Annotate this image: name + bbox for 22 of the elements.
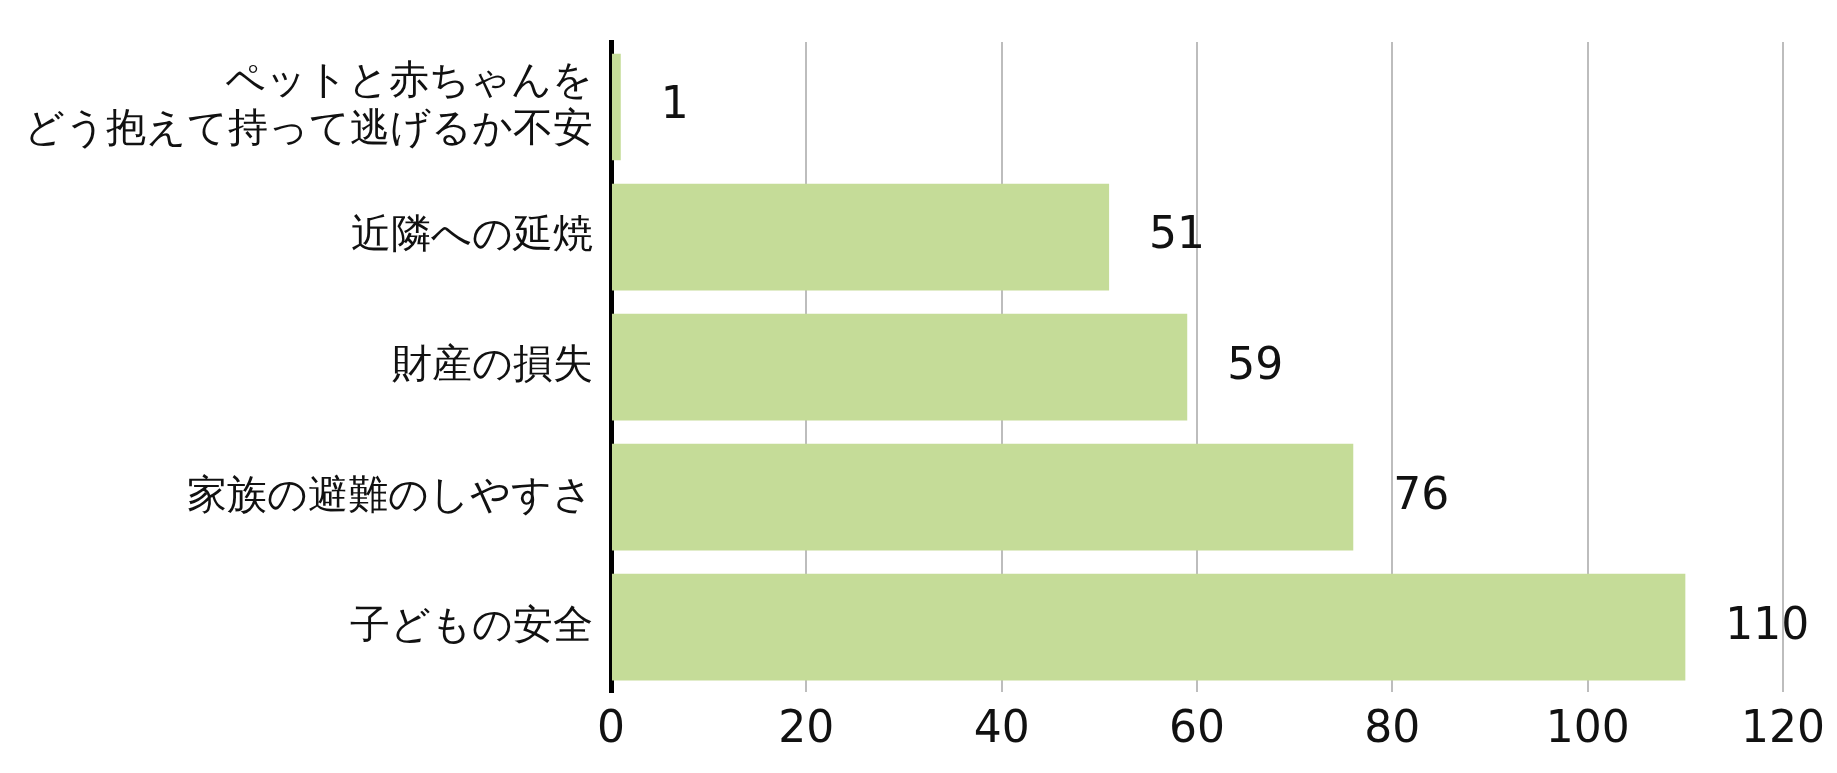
x-tick-label: 0 <box>597 701 625 753</box>
bar <box>612 53 621 161</box>
y-tick-label: 財産の損失 <box>392 340 593 387</box>
x-tick-label: 60 <box>1169 701 1225 753</box>
data-label: 59 <box>1227 337 1284 389</box>
bar <box>612 573 1686 681</box>
y-tick-label: 子どもの安全 <box>350 600 593 647</box>
bar <box>612 443 1354 551</box>
x-tick-label: 20 <box>778 701 835 753</box>
x-tick-label: 100 <box>1545 701 1630 753</box>
bar <box>612 183 1110 291</box>
x-tick-label: 80 <box>1364 701 1421 753</box>
data-label: 110 <box>1725 597 1810 649</box>
data-label: 1 <box>660 77 689 129</box>
y-tick-label: ペットと赤ちゃんをどう抱えて持って逃げるか不安 <box>24 56 593 151</box>
y-tick-label: 家族の避難のしやすさ <box>187 470 593 517</box>
y-tick-label: 近隣への延焼 <box>351 210 593 257</box>
data-label: 51 <box>1149 207 1206 259</box>
data-label: 76 <box>1393 467 1450 519</box>
x-tick-label: 120 <box>1741 701 1825 753</box>
x-tick-label: 40 <box>973 701 1030 753</box>
bar <box>612 313 1188 421</box>
